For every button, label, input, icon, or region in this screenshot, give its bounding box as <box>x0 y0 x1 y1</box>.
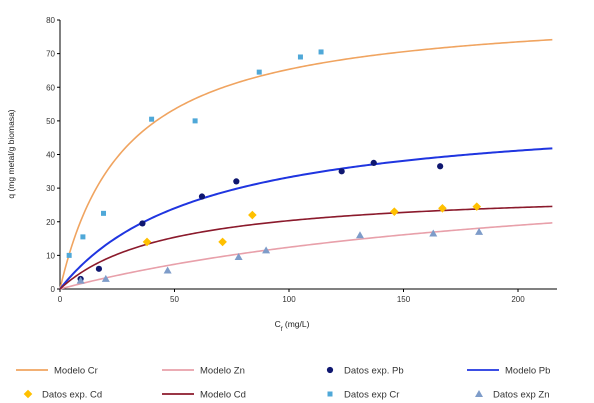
y-tick-label: 80 <box>46 16 55 25</box>
data-point-datos-exp-zn <box>429 229 438 237</box>
axes: 0 10 20 30 40 50 60 70 80 0 50 100 150 200 <box>46 16 557 304</box>
legend-datos-exp-zn-swatch <box>475 390 483 397</box>
data-point-datos-exp-zn <box>76 276 85 284</box>
data-point-datos-exp-zn <box>101 274 110 282</box>
data-point-datos-exp-cd <box>438 204 447 213</box>
model-curve-modelo-zn <box>59 222 553 290</box>
y-axis-title: q (mg metal/g biomasa) <box>6 109 16 198</box>
data-point-datos-exp-cd <box>248 210 257 220</box>
data-point-datos-exp-zn <box>262 246 271 254</box>
data-point-datos-exp-cr <box>101 210 107 216</box>
legend-modelo-cd-label: Modelo Cd <box>200 390 246 401</box>
data-point-datos-exp-cd <box>390 207 399 216</box>
data-point-datos-exp-pb <box>95 265 103 272</box>
data-points <box>66 49 484 284</box>
y-tick-label: 60 <box>46 83 55 92</box>
model-curve-modelo-cd <box>59 205 553 290</box>
data-point-datos-exp-zn <box>163 266 172 274</box>
data-point-datos-exp-cr <box>66 252 72 258</box>
x-axis-title-sub: f <box>281 326 283 333</box>
data-point-datos-exp-cr <box>192 118 198 124</box>
data-point-datos-exp-zn <box>355 231 364 239</box>
x-tick-label: 200 <box>511 295 525 304</box>
data-point-datos-exp-pb <box>370 159 377 167</box>
legend-datos-exp-pb-label: Datos exp. Pb <box>344 366 404 377</box>
x-tick-label: 50 <box>170 295 179 304</box>
x-tick-label: 0 <box>58 295 63 304</box>
x-axis-title-main: C <box>275 319 281 329</box>
legend-datos-exp-cr-swatch <box>327 391 333 397</box>
legend-datos-exp-cr-label: Datos exp Cr <box>344 390 399 401</box>
data-point-datos-exp-zn <box>475 227 484 235</box>
model-curve-modelo-cr <box>59 38 553 290</box>
y-tick-label: 10 <box>46 251 55 260</box>
legend-modelo-zn-label: Modelo Zn <box>200 366 245 377</box>
data-point-datos-exp-pb <box>233 178 240 185</box>
legend: Modelo Cr Modelo Zn Datos exp. Pb Modelo Pb… <box>16 366 550 401</box>
legend-modelo-pb-label: Modelo Pb <box>505 366 550 377</box>
data-point-datos-exp-cr <box>297 54 303 60</box>
data-point-datos-exp-pb <box>437 163 444 170</box>
y-tick-label: 0 <box>51 285 56 294</box>
y-tick-label: 20 <box>46 218 55 227</box>
data-point-datos-exp-cr <box>149 116 155 122</box>
legend-datos-exp-cd-swatch <box>23 389 33 399</box>
legend-datos-exp-zn-label: Datos exp Zn <box>493 390 550 401</box>
data-point-datos-exp-cr <box>256 69 262 75</box>
x-tick-label: 150 <box>397 295 411 304</box>
data-point-datos-exp-pb <box>139 220 146 227</box>
data-point-datos-exp-cd <box>472 202 482 211</box>
data-point-datos-exp-cd <box>218 237 227 247</box>
x-axis-title-rest: (mg/L) <box>283 319 310 329</box>
legend-modelo-cr-label: Modelo Cr <box>54 366 98 377</box>
data-point-datos-exp-zn <box>234 253 243 261</box>
data-point-datos-exp-cr <box>318 49 324 55</box>
legend-datos-exp-pb-swatch <box>326 366 334 374</box>
data-point-datos-exp-cd <box>142 237 152 247</box>
y-tick-label: 50 <box>46 117 55 126</box>
y-tick-label: 30 <box>46 184 55 193</box>
x-axis-title: Cf (mg/L) <box>275 319 310 333</box>
data-point-datos-exp-cr <box>80 234 86 240</box>
data-point-datos-exp-pb <box>338 168 345 175</box>
y-tick-label: 70 <box>46 50 55 59</box>
data-point-datos-exp-pb <box>198 193 206 200</box>
x-tick-label: 100 <box>282 295 296 304</box>
model-curves <box>59 38 553 290</box>
legend-datos-exp-cd-label: Datos exp. Cd <box>42 390 102 401</box>
y-tick-label: 40 <box>46 151 55 160</box>
